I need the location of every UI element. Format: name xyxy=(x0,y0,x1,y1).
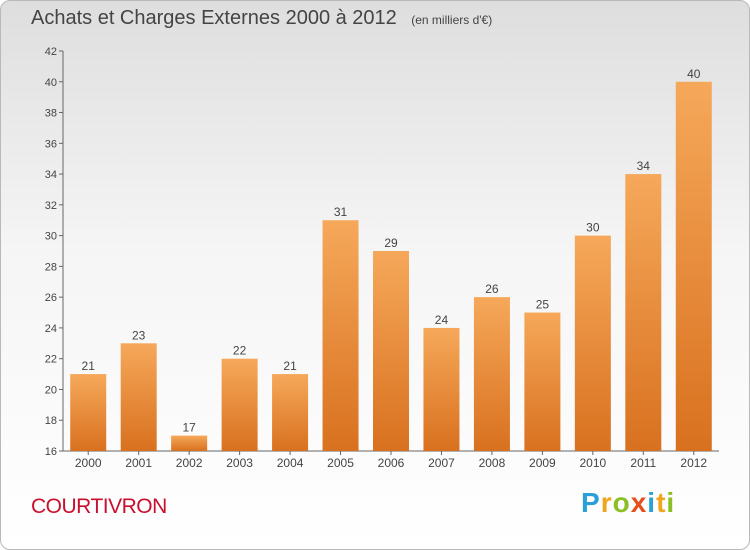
y-tick-label: 20 xyxy=(45,384,57,396)
data-label: 26 xyxy=(485,282,499,296)
x-tick-label: 2000 xyxy=(75,456,102,470)
bar xyxy=(423,327,460,451)
logo-letter: i xyxy=(647,487,657,518)
x-tick-label: 2009 xyxy=(529,456,556,470)
data-label: 17 xyxy=(182,421,196,435)
x-tick-label: 2002 xyxy=(176,456,203,470)
x-tick-label: 2007 xyxy=(428,456,455,470)
bar xyxy=(524,312,561,451)
y-tick-label: 32 xyxy=(45,200,57,212)
logo-letter: t xyxy=(656,487,667,518)
y-tick-label: 30 xyxy=(45,231,57,243)
bar xyxy=(675,81,712,452)
bar xyxy=(171,435,208,451)
bar xyxy=(574,235,611,451)
x-tick-label: 2005 xyxy=(327,456,354,470)
data-label: 23 xyxy=(132,328,146,342)
logo-letter: P xyxy=(581,487,601,518)
bar xyxy=(221,358,258,451)
logo-letter: r xyxy=(600,487,613,518)
bar xyxy=(473,297,510,451)
y-tick-label: 28 xyxy=(45,261,57,273)
x-tick-label: 2006 xyxy=(378,456,405,470)
data-label: 24 xyxy=(435,313,449,327)
data-label: 40 xyxy=(687,67,701,81)
proxiti-logo: Proxiti xyxy=(581,487,675,519)
x-tick-label: 2003 xyxy=(226,456,253,470)
bar xyxy=(373,251,409,451)
y-tick-label: 40 xyxy=(45,77,57,89)
y-tick-label: 18 xyxy=(45,415,57,427)
x-tick-label: 2001 xyxy=(125,456,152,470)
data-label: 34 xyxy=(637,159,651,173)
commune-name: COURTIVRON xyxy=(31,495,167,518)
x-tick-label: 2010 xyxy=(579,456,606,470)
y-tick-label: 26 xyxy=(45,292,57,304)
data-label: 29 xyxy=(384,236,398,250)
x-tick-label: 2012 xyxy=(680,456,707,470)
data-label: 30 xyxy=(586,221,600,235)
title-unit: (en milliers d'€) xyxy=(411,13,493,27)
y-tick-label: 16 xyxy=(45,446,57,458)
x-tick-label: 2011 xyxy=(630,456,656,470)
data-label: 22 xyxy=(233,344,247,358)
y-tick-label: 24 xyxy=(45,323,57,335)
y-tick-label: 36 xyxy=(45,138,57,150)
logo-letter: x xyxy=(630,487,648,518)
bar xyxy=(120,343,157,451)
y-tick-label: 22 xyxy=(45,354,57,366)
data-label: 31 xyxy=(334,205,348,219)
data-label: 21 xyxy=(82,359,96,373)
title-main: Achats et Charges Externes 2000 à 2012 xyxy=(31,7,397,29)
y-tick-label: 42 xyxy=(45,46,57,58)
x-tick-label: 2008 xyxy=(479,456,506,470)
chart-title: Achats et Charges Externes 2000 à 2012 (… xyxy=(31,7,492,30)
bar xyxy=(322,220,359,451)
y-tick-label: 38 xyxy=(45,108,57,120)
logo-letter: i xyxy=(666,487,676,518)
bar xyxy=(625,174,662,452)
logo-letter: o xyxy=(612,487,631,518)
bar xyxy=(70,374,107,451)
y-tick-label: 34 xyxy=(45,169,57,181)
data-label: 25 xyxy=(536,298,550,312)
data-label: 21 xyxy=(283,359,297,373)
bar xyxy=(272,374,309,451)
x-tick-label: 2004 xyxy=(277,456,304,470)
